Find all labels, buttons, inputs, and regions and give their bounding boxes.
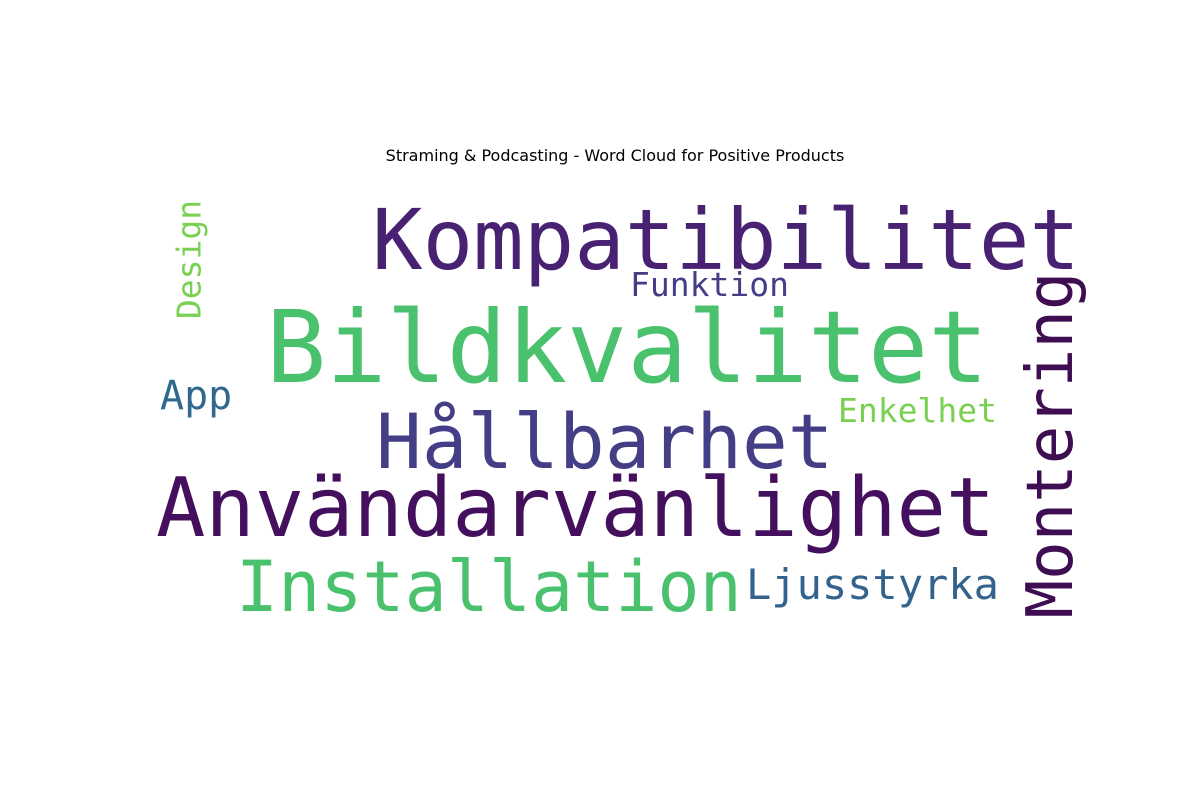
word-design: Design: [169, 199, 209, 320]
word-app: App: [160, 373, 233, 419]
chart-title: Straming & Podcasting - Word Cloud for P…: [385, 146, 845, 165]
word-installation: Installation: [236, 546, 742, 628]
word-funktion: Funktion: [630, 265, 789, 304]
word-bildkvalitet: Bildkvalitet: [266, 289, 989, 406]
word-hallbarhet: Hållbarhet: [376, 397, 834, 486]
word-ljusstyrka: Ljusstyrka: [746, 560, 999, 609]
word-enkelhet: Enkelhet: [838, 391, 997, 430]
word-anvandarvanlighet: Användarvänlighet: [156, 461, 996, 556]
word-kompatibilitet: Kompatibilitet: [372, 191, 1081, 289]
word-montering: Montering: [1014, 271, 1088, 619]
